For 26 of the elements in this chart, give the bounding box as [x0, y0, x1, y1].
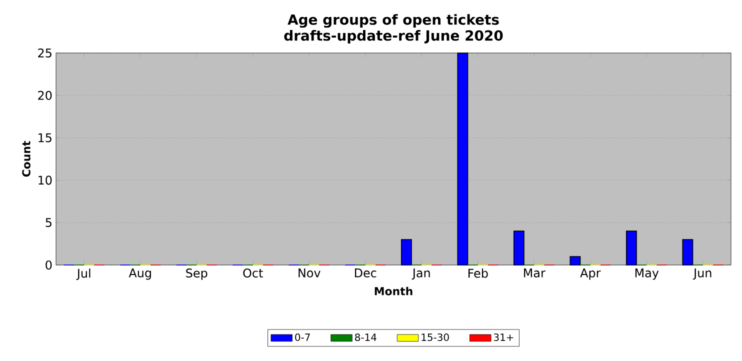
x-tick-label: Feb	[468, 268, 488, 278]
y-tick-label: 5	[46, 218, 52, 228]
legend-label: 0-7	[295, 333, 310, 342]
x-tick-label: Nov	[298, 268, 320, 278]
x-tick-label: Mar	[524, 268, 546, 278]
x-tick-label: May	[635, 268, 659, 280]
x-tick-label: Aug	[128, 268, 151, 280]
x-tick-label: Jul	[76, 268, 90, 280]
x-tick-label: Dec	[354, 268, 376, 278]
y-tick-label: 25	[38, 48, 52, 58]
x-tick-label: Jun	[692, 268, 712, 280]
y-tick-label: 20	[38, 90, 52, 100]
legend-label: 31+	[494, 333, 514, 342]
y-tick-label: 0	[46, 260, 52, 270]
x-tick-label: Jan	[412, 268, 430, 280]
x-axis-title: Month	[374, 286, 412, 296]
y-tick-label: 15	[38, 133, 52, 142]
y-axis-title: Count	[22, 141, 30, 177]
chart-title: Age groups of open tickets	[288, 14, 499, 28]
x-tick-label: Sep	[186, 268, 208, 280]
chart-subtitle: drafts-update-ref June 2020	[284, 30, 503, 44]
x-tick-label: Oct	[243, 268, 263, 278]
legend-label: 15-30	[422, 333, 449, 342]
legend-label: 8-14	[355, 333, 376, 342]
x-tick-label: Apr	[580, 268, 601, 280]
y-tick-label: 10	[38, 176, 52, 185]
